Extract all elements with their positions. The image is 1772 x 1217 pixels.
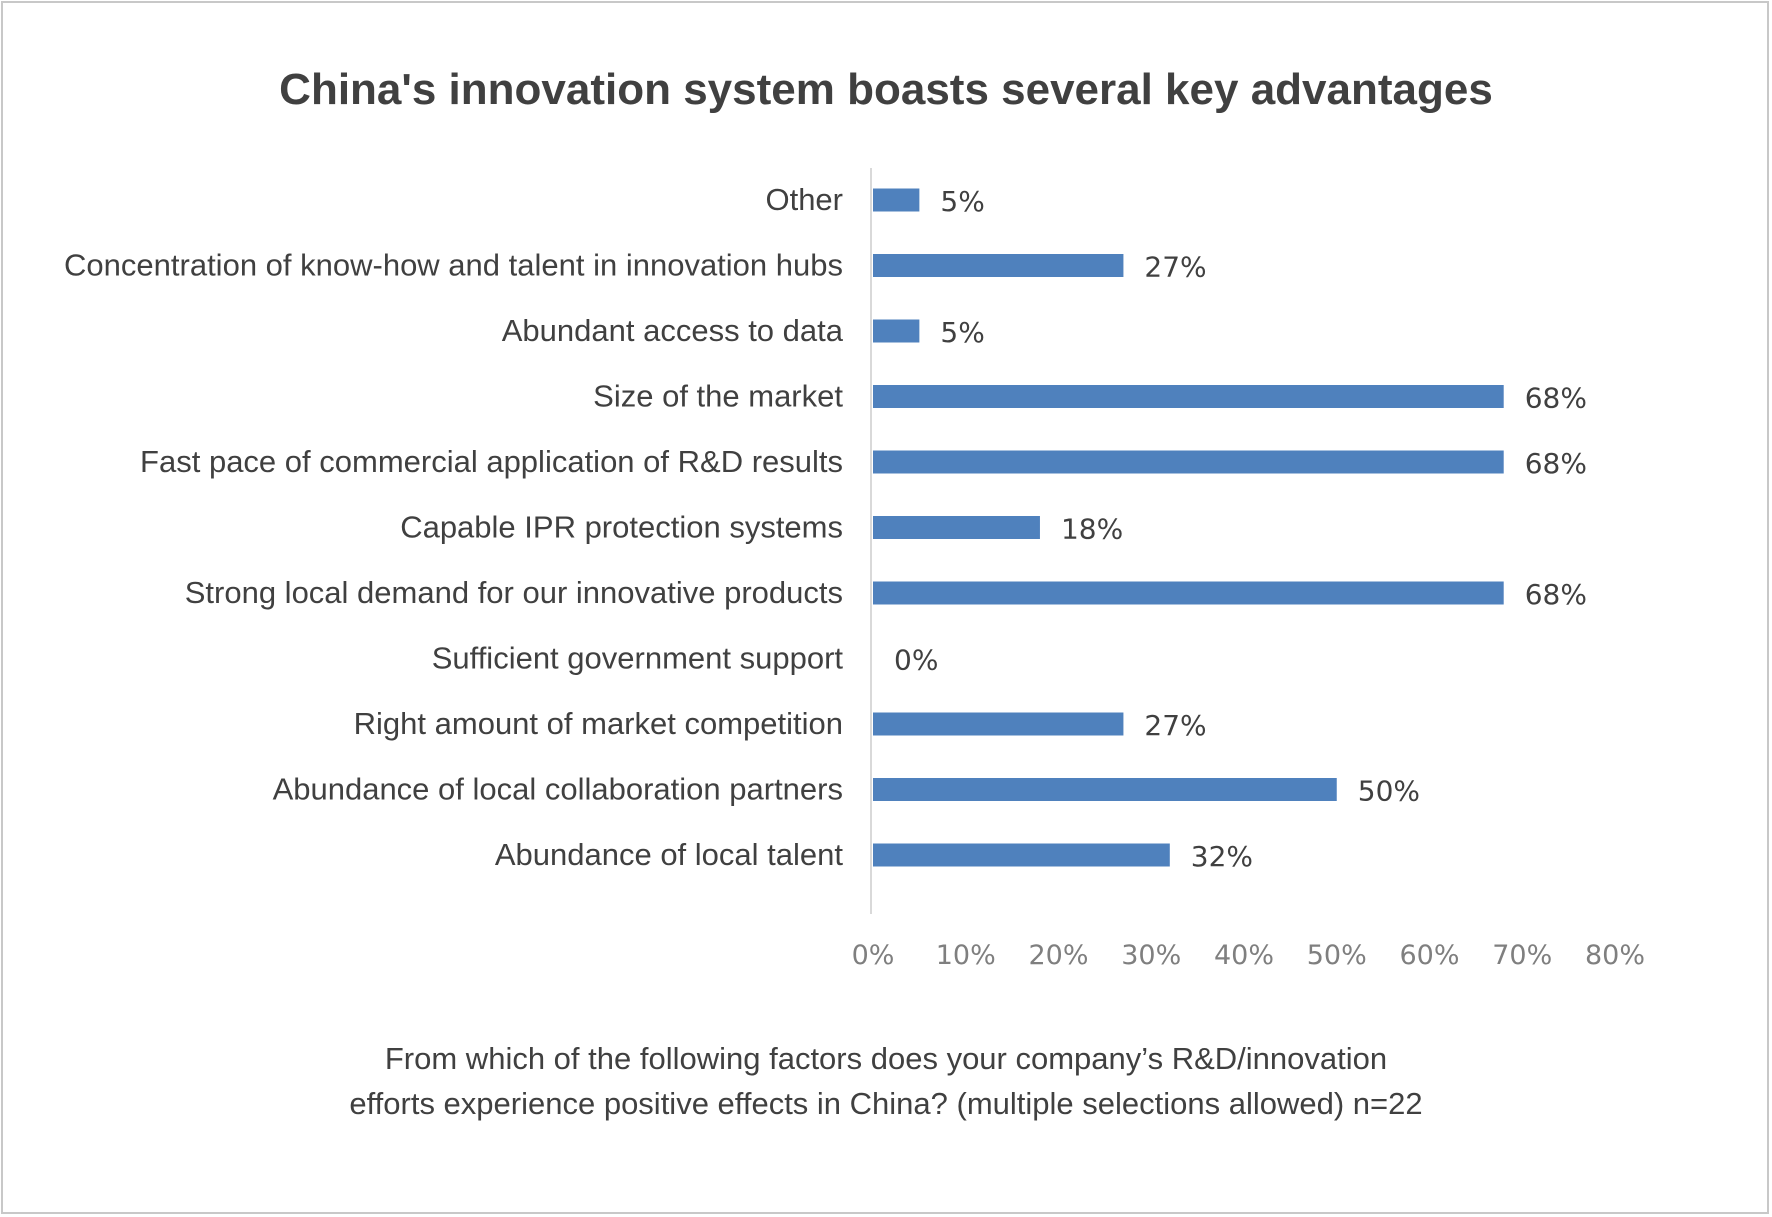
bars-layer xyxy=(873,188,1504,867)
data-label: 68% xyxy=(1525,578,1587,611)
x-tick-label: 60% xyxy=(1399,940,1459,971)
bar xyxy=(873,581,1504,605)
x-tick-label: 10% xyxy=(936,940,996,971)
category-label: Size of the market xyxy=(593,379,843,414)
category-label: Right amount of market competition xyxy=(354,706,843,741)
data-label: 50% xyxy=(1358,775,1420,808)
category-label: Sufficient government support xyxy=(432,641,844,676)
data-label: 18% xyxy=(1061,513,1123,546)
chart-title: China's innovation system boasts several… xyxy=(279,65,1493,114)
category-label: Concentration of know-how and talent in … xyxy=(64,248,843,283)
x-tick-label: 80% xyxy=(1585,940,1645,971)
data-label: 5% xyxy=(940,185,984,218)
x-tick-label: 0% xyxy=(852,940,895,971)
bar xyxy=(873,712,1124,736)
data-label: 0% xyxy=(894,644,938,677)
bar xyxy=(873,450,1504,474)
category-label: Strong local demand for our innovative p… xyxy=(185,575,843,610)
x-tick-label: 70% xyxy=(1492,940,1552,971)
data-label: 68% xyxy=(1525,382,1587,415)
category-label: Abundance of local collaboration partner… xyxy=(273,772,843,807)
x-tick-label: 20% xyxy=(1028,940,1088,971)
category-label: Fast pace of commercial application of R… xyxy=(140,444,843,479)
x-tick-label: 40% xyxy=(1214,940,1274,971)
footnote-layer: From which of the following factors does… xyxy=(349,1041,1422,1121)
labels-layer: Other 5% Concentration of know-how and tal… xyxy=(64,182,1587,873)
bar xyxy=(873,843,1170,867)
category-label: Other xyxy=(765,182,843,217)
data-label: 32% xyxy=(1191,840,1253,873)
bar xyxy=(873,254,1124,277)
footnote-line: efforts experience positive effects in C… xyxy=(349,1086,1422,1121)
footnote-line: From which of the following factors does… xyxy=(385,1041,1387,1076)
x-tick-label: 30% xyxy=(1121,940,1181,971)
bar xyxy=(873,516,1040,539)
ticks-layer: 0% 10% 20% 30% 40% 50% 60% 70% 80% xyxy=(852,940,1645,971)
category-label: Capable IPR protection systems xyxy=(400,510,843,545)
data-label: 27% xyxy=(1144,709,1206,742)
category-label: Abundance of local talent xyxy=(495,837,844,872)
bar xyxy=(873,385,1504,408)
data-label: 27% xyxy=(1144,251,1206,284)
category-label: Abundant access to data xyxy=(502,313,844,348)
data-label: 68% xyxy=(1525,447,1587,480)
data-label: 5% xyxy=(940,316,984,349)
x-tick-label: 50% xyxy=(1307,940,1367,971)
bar xyxy=(873,778,1337,801)
bar xyxy=(873,188,920,212)
bar xyxy=(873,319,920,343)
